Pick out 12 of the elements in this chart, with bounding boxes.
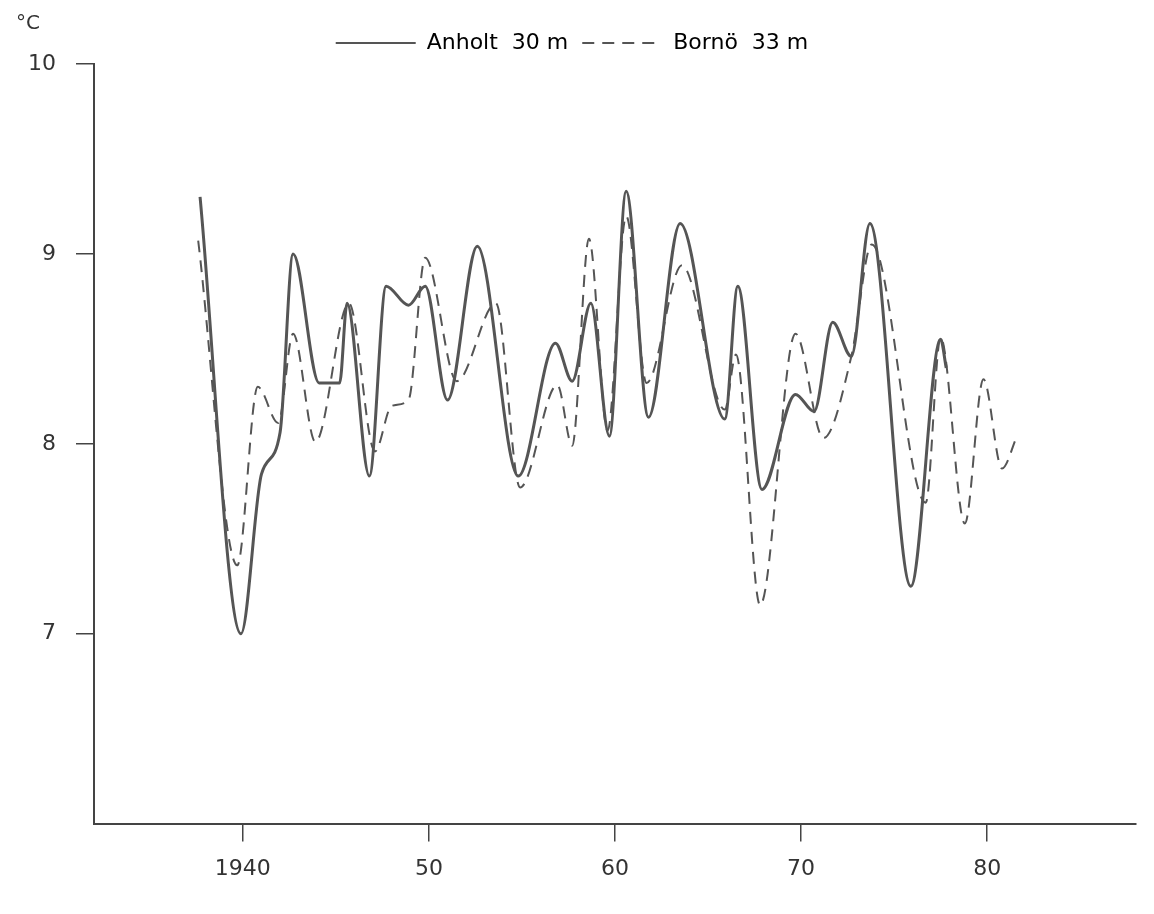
y-tick-label: 8 — [41, 429, 56, 455]
x-tick-label: 80 — [973, 854, 1002, 880]
legend-label: Bornö 33 m — [673, 28, 809, 54]
y-tick-label: 9 — [41, 239, 56, 265]
y-axis-title: °C — [16, 10, 40, 35]
y-tick-label: 10 — [27, 49, 56, 75]
legend-label: Anholt 30 m — [426, 28, 569, 54]
x-tick-label: 60 — [601, 854, 629, 880]
y-tick-label: 7 — [41, 619, 56, 645]
x-tick-label: 70 — [787, 854, 816, 880]
x-tick-label: 50 — [414, 854, 443, 880]
x-tick-label: 1940 — [214, 854, 271, 880]
